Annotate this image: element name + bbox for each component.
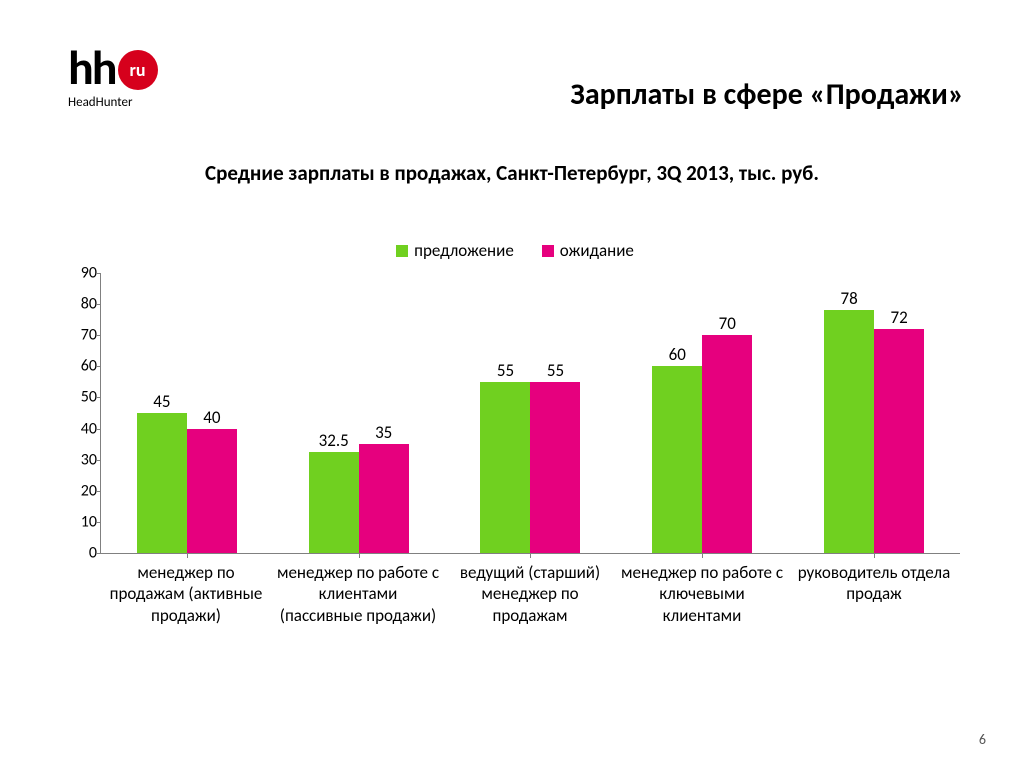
bar-value-label: 60 bbox=[669, 344, 686, 365]
y-tick-mark bbox=[96, 429, 101, 430]
x-tick-mark bbox=[187, 553, 188, 558]
page-number: 6 bbox=[979, 731, 986, 748]
y-tick-label: 0 bbox=[71, 544, 97, 563]
bar-value-label: 40 bbox=[203, 407, 220, 428]
y-tick-label: 10 bbox=[71, 512, 97, 531]
legend-swatch bbox=[396, 245, 408, 257]
bar: 72 bbox=[874, 329, 924, 553]
y-tick-mark bbox=[96, 335, 101, 336]
bar: 40 bbox=[187, 429, 237, 553]
chart-subtitle: Средние зарплаты в продажах, Санкт-Петер… bbox=[0, 160, 1024, 186]
bar-group: 32.535 bbox=[273, 273, 445, 553]
bar-value-label: 35 bbox=[375, 422, 392, 443]
bar-group: 4540 bbox=[101, 273, 273, 553]
x-axis-label: менеджер по работе с ключевыми клиентами bbox=[616, 562, 788, 626]
y-tick-label: 40 bbox=[71, 419, 97, 438]
y-tick-mark bbox=[96, 304, 101, 305]
x-tick-mark bbox=[530, 553, 531, 558]
logo-text: hh bbox=[68, 38, 116, 97]
bar-value-label: 32.5 bbox=[319, 430, 349, 451]
x-axis-labels: менеджер по продажам (активные продажи)м… bbox=[100, 562, 960, 626]
plot-area: 454032.535555560707872 01020304050607080… bbox=[100, 273, 960, 554]
logo: hhru HeadHunter bbox=[68, 38, 158, 110]
logo-subtitle: HeadHunter bbox=[68, 95, 158, 110]
logo-badge: ru bbox=[118, 50, 158, 90]
bar-value-label: 72 bbox=[890, 307, 907, 328]
bar: 78 bbox=[824, 310, 874, 553]
bar: 60 bbox=[652, 366, 702, 553]
legend-label: ожидание bbox=[560, 240, 634, 261]
bar-value-label: 45 bbox=[153, 391, 170, 412]
bar-value-label: 55 bbox=[497, 360, 514, 381]
bar: 55 bbox=[530, 382, 580, 553]
bar-value-label: 78 bbox=[840, 288, 857, 309]
y-tick-mark bbox=[96, 366, 101, 367]
x-axis-label: менеджер по работе с клиентами (пассивны… bbox=[272, 562, 444, 626]
bar-value-label: 55 bbox=[547, 360, 564, 381]
bar-groups: 454032.535555560707872 bbox=[101, 273, 960, 553]
legend: предложение ожидание bbox=[70, 240, 960, 261]
x-tick-mark bbox=[702, 553, 703, 558]
y-tick-label: 90 bbox=[71, 264, 97, 283]
y-tick-mark bbox=[96, 522, 101, 523]
y-tick-mark bbox=[96, 273, 101, 274]
bar-group: 5555 bbox=[445, 273, 617, 553]
bar-value-label: 70 bbox=[719, 313, 736, 334]
bar: 35 bbox=[359, 444, 409, 553]
y-tick-label: 20 bbox=[71, 481, 97, 500]
y-tick-mark bbox=[96, 491, 101, 492]
x-tick-mark bbox=[874, 553, 875, 558]
y-tick-label: 70 bbox=[71, 326, 97, 345]
bar-group: 7872 bbox=[788, 273, 960, 553]
bar: 55 bbox=[480, 382, 530, 553]
salary-chart: предложениеожидание 454032.5355555607078… bbox=[70, 240, 960, 626]
bar: 32.5 bbox=[309, 452, 359, 553]
bar-group: 6070 bbox=[616, 273, 788, 553]
x-axis-label: ведущий (старший) менеджер по продажам bbox=[444, 562, 616, 626]
x-axis-label: менеджер по продажам (активные продажи) bbox=[100, 562, 272, 626]
y-tick-label: 80 bbox=[71, 295, 97, 314]
bar: 70 bbox=[702, 335, 752, 553]
y-tick-label: 60 bbox=[71, 357, 97, 376]
legend-swatch bbox=[542, 245, 554, 257]
legend-item: ожидание bbox=[542, 240, 634, 261]
y-tick-label: 30 bbox=[71, 450, 97, 469]
page-title: Зарплаты в сфере «Продажи» bbox=[570, 76, 964, 113]
x-tick-mark bbox=[359, 553, 360, 558]
y-tick-mark bbox=[96, 553, 101, 554]
bar: 45 bbox=[137, 413, 187, 553]
y-tick-mark bbox=[96, 460, 101, 461]
x-axis-label: руководитель отдела продаж bbox=[788, 562, 960, 626]
legend-label: предложение bbox=[414, 240, 514, 261]
y-tick-label: 50 bbox=[71, 388, 97, 407]
legend-item: предложение bbox=[396, 240, 514, 261]
y-tick-mark bbox=[96, 397, 101, 398]
